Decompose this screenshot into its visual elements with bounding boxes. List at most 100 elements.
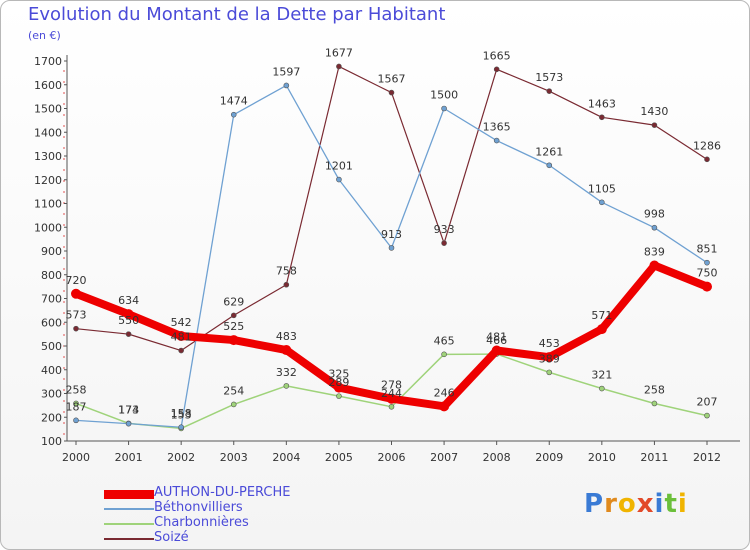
- data-label: 1677: [325, 46, 353, 59]
- data-label: 173: [118, 404, 139, 417]
- y-tick-label: 1600: [34, 79, 62, 92]
- legend-swatch: [104, 538, 154, 540]
- data-label: 550: [118, 314, 139, 327]
- data-point: [125, 420, 132, 427]
- data-label: 153: [171, 408, 192, 421]
- data-label: 1665: [483, 49, 511, 62]
- data-label: 525: [223, 320, 244, 333]
- data-point: [599, 114, 605, 121]
- data-label: 1430: [640, 105, 668, 118]
- y-tick-label: 900: [41, 245, 62, 258]
- x-tick-label: 2012: [693, 451, 721, 464]
- brand-logo: Proxiti: [584, 489, 688, 519]
- data-label: 758: [276, 265, 297, 278]
- data-point: [441, 105, 447, 112]
- data-label: 851: [697, 243, 718, 256]
- data-point: [336, 393, 342, 399]
- data-label: 573: [66, 309, 87, 322]
- data-point: [281, 345, 292, 356]
- data-label: 1365: [483, 121, 511, 134]
- data-point: [230, 312, 237, 319]
- y-tick-label: 1100: [34, 198, 62, 211]
- data-label: 254: [223, 384, 244, 397]
- y-tick-label: 1300: [34, 150, 62, 163]
- data-point: [441, 351, 447, 358]
- y-tick-label: 300: [41, 388, 62, 401]
- data-label: 289: [328, 376, 349, 389]
- data-label: 158: [171, 407, 192, 420]
- data-label: 571: [591, 309, 612, 322]
- data-point: [651, 224, 658, 231]
- legend-swatch: [104, 508, 154, 510]
- data-point: [546, 162, 553, 169]
- data-label: 174: [118, 403, 139, 416]
- data-label: 453: [539, 337, 560, 350]
- y-tick-label: 1400: [34, 126, 62, 139]
- data-point: [178, 347, 184, 354]
- data-label: 207: [697, 396, 718, 409]
- data-label: 629: [223, 295, 244, 308]
- series-line: [75, 84, 708, 428]
- data-label: 258: [644, 383, 665, 396]
- data-label: 332: [276, 366, 297, 379]
- data-label: 278: [381, 379, 402, 392]
- data-point: [228, 335, 239, 346]
- data-point: [336, 176, 342, 183]
- legend-label: Soizé: [154, 530, 189, 545]
- data-label: 720: [66, 274, 87, 287]
- data-label: 750: [697, 267, 718, 280]
- data-label: 1474: [220, 95, 248, 108]
- data-label: 465: [434, 334, 455, 347]
- data-label: 1597: [272, 65, 300, 78]
- data-label: 913: [381, 228, 402, 241]
- data-point: [702, 281, 712, 292]
- data-point: [599, 199, 605, 206]
- data-point: [283, 281, 290, 288]
- data-point: [283, 82, 290, 89]
- data-point: [73, 400, 79, 407]
- data-point: [73, 417, 79, 424]
- x-tick-label: 2000: [62, 451, 90, 464]
- data-label: 389: [539, 352, 560, 365]
- data-label: 1201: [325, 160, 353, 173]
- x-tick-label: 2005: [325, 451, 353, 464]
- y-tick-label: 1700: [34, 55, 62, 68]
- data-point: [388, 245, 395, 251]
- data-label: 466: [486, 334, 507, 347]
- data-point: [230, 401, 237, 408]
- data-label: 325: [328, 368, 349, 381]
- data-label: 483: [276, 330, 297, 343]
- x-tick-label: 2008: [483, 451, 511, 464]
- legend-swatch: [104, 523, 154, 525]
- data-point: [388, 89, 395, 96]
- data-point: [125, 331, 132, 337]
- data-label: 244: [381, 387, 402, 400]
- data-point: [651, 400, 658, 407]
- data-label: 187: [66, 400, 87, 413]
- x-tick-label: 2011: [640, 451, 668, 464]
- data-point: [599, 385, 605, 392]
- y-tick-label: 200: [41, 411, 62, 424]
- data-point: [704, 259, 710, 266]
- data-point: [651, 122, 658, 128]
- x-tick-label: 2002: [167, 451, 195, 464]
- data-point: [386, 393, 397, 404]
- data-label: 998: [644, 208, 665, 221]
- data-point: [71, 288, 81, 299]
- data-label: 1567: [378, 73, 406, 86]
- data-point: [649, 260, 660, 271]
- data-label: 1261: [535, 145, 563, 158]
- data-label: 933: [434, 223, 455, 236]
- y-tick-label: 500: [41, 340, 62, 353]
- data-point: [333, 382, 344, 393]
- data-label: 634: [118, 294, 139, 307]
- data-label: 321: [591, 369, 612, 382]
- y-tick-label: 100: [41, 435, 62, 448]
- y-tick-label: 400: [41, 364, 62, 377]
- data-label: 258: [66, 383, 87, 396]
- x-tick-label: 2004: [272, 451, 300, 464]
- y-tick-label: 800: [41, 269, 62, 282]
- data-point: [73, 325, 79, 332]
- data-point: [123, 309, 134, 320]
